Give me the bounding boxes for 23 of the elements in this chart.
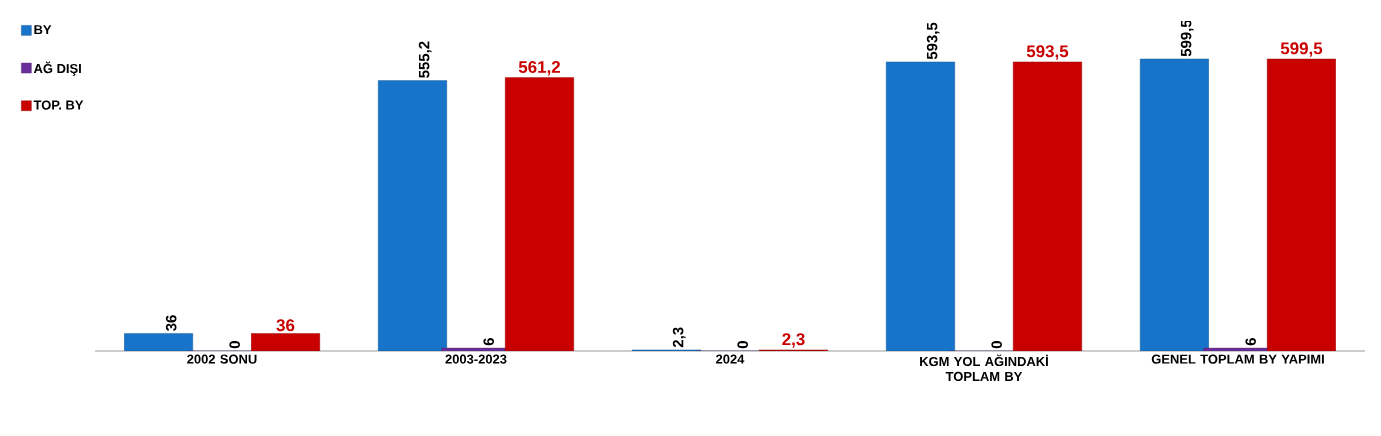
data-label: 2,3 xyxy=(782,333,805,348)
x-tick-label: GENEL TOPLAM BY YAPIMI xyxy=(1151,354,1324,364)
data-label: 599,5 xyxy=(1180,19,1194,57)
x-tick-label: 2024 xyxy=(716,354,745,364)
data-label: 0 xyxy=(991,341,1002,349)
data-label: 36 xyxy=(165,315,177,331)
data-label: 6 xyxy=(1245,338,1256,346)
legend-label: AĞ DIŞI xyxy=(33,61,81,76)
data-label: 36 xyxy=(276,319,295,332)
data-label: 561,2 xyxy=(518,60,560,76)
legend-label: TOP. BY xyxy=(33,100,84,110)
data-label: 2,3 xyxy=(672,327,686,348)
data-label: 593,5 xyxy=(1026,45,1069,60)
data-label: 593,5 xyxy=(926,22,940,60)
legend-label: BY xyxy=(34,25,52,35)
x-tick-label: KGM YOL AĞINDAKİ TOPLAM BY xyxy=(920,354,1048,382)
data-label: 555,2 xyxy=(418,41,432,78)
x-tick-label: 2002 SONU xyxy=(187,354,257,364)
data-label: 0 xyxy=(737,341,748,349)
data-label: 6 xyxy=(483,338,494,346)
data-label: 599,5 xyxy=(1280,42,1323,57)
x-tick-label: 2003-2023 xyxy=(445,354,507,364)
data-label: 0 xyxy=(229,341,240,349)
